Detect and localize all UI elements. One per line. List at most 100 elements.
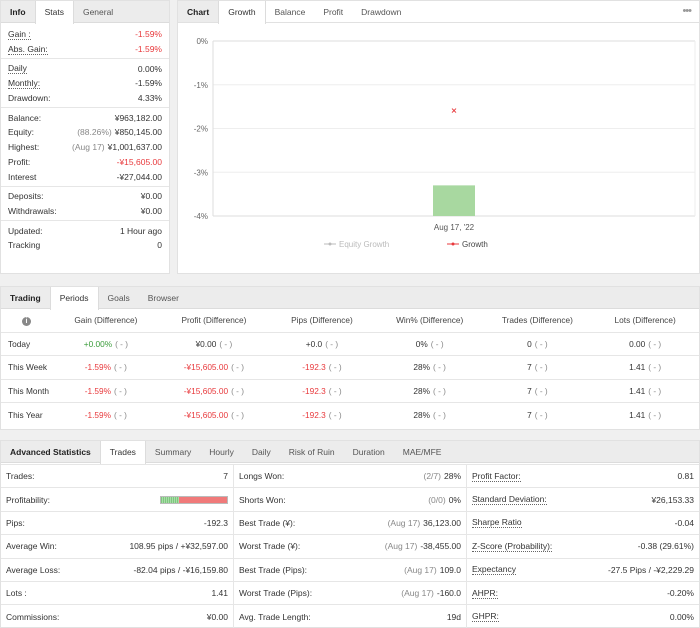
stat-sub: (Aug 17) [404,564,437,575]
stat-value-wrap: 0.81 [677,471,694,481]
periods-table: i Gain (Difference) Profit (Difference) Pip… [1,309,699,426]
info-label: Profit: [8,156,31,167]
stat-ghpr: GHPR: 0.00% [467,605,699,627]
info-value-wrap: -1.59% [135,78,162,88]
stat-value-wrap: (Aug 17) 36,123.00 [388,518,461,528]
stat-shorts-won: Shorts Won: (0/0) 0% [234,488,467,511]
info-value: ¥0.00 [140,191,162,202]
stat-label[interactable]: Expectancy [472,564,516,576]
stat-worst-trade: Worst Trade (¥): (Aug 17) -38,455.00 [234,535,467,558]
info-value-wrap: -1.59% [135,29,162,39]
info-value-wrap: ¥963,182.00 [115,113,162,123]
diff-value: ( - ) [433,409,446,420]
lots-value: 1.41 [629,362,646,373]
stats-row: Trades: 7 Longs Won: (2/7) 28% Profit Factor:… [1,464,699,488]
diff-value: ( - ) [433,362,446,373]
stat-label[interactable]: Standard Deviation: [472,494,547,506]
stat-z-score-probability: Z-Score (Probability): -0.38 (29.61%) [467,535,699,557]
advanced-stats-grid: Trades: 7 Longs Won: (2/7) 28% Profit Factor:… [1,464,699,628]
diff-value: ( - ) [433,385,446,396]
tab-goals[interactable]: Goals [107,293,130,303]
stat-value-wrap: ¥26,153.33 [651,495,694,505]
stat-standard-deviation: Standard Deviation: ¥26,153.33 [467,488,699,510]
info-row-abs-gain: Abs. Gain: -1.59% [1,42,169,57]
cell-pips: -192.3( - ) [268,378,376,403]
info-label[interactable]: Gain : [8,28,31,40]
info-label: Equity: [8,127,34,138]
table-row: This Week -1.59%( - ) -¥15,605.00( - ) -192… [1,355,699,379]
info-row-deposits: Deposits: ¥0.00 [1,189,169,204]
info-label[interactable]: Daily [8,63,27,75]
more-options-icon[interactable]: ••• [682,5,692,17]
tab-periods[interactable]: Periods [49,287,99,310]
tab-growth[interactable]: Growth [218,1,266,24]
info-icon[interactable]: i [22,316,31,326]
info-rows: Gain : -1.59% Abs. Gain: -1.59% Daily 0.00% Mo… [1,23,169,253]
tab-summary[interactable]: Summary [154,447,192,457]
tab-profit[interactable]: Profit [323,7,344,17]
stat-label[interactable]: GHPR: [472,611,499,623]
tab-general[interactable]: General [82,7,114,17]
profit-value: -¥15,605.00 [183,385,229,396]
pips-value: -192.3 [302,409,326,420]
tab-drawdown[interactable]: Drawdown [361,7,402,17]
stat-label: Pips: [6,517,25,528]
diff-value: ( - ) [231,362,244,373]
divider [1,220,169,222]
tab-stats[interactable]: Stats [34,1,74,24]
cell-profit: ¥0.00( - ) [159,331,269,356]
stat-value-wrap: 7 [223,471,228,481]
stat-value-wrap [160,495,228,505]
stat-label[interactable]: AHPR: [472,587,498,599]
diff-value: ( - ) [114,385,127,396]
stat-value: 7 [223,471,228,482]
legend-growth[interactable]: Growth [447,240,488,249]
diff-value: ( - ) [534,409,548,420]
info-label: Highest: [8,142,40,153]
info-row-monthly: Monthly: -1.59% [1,76,169,91]
stat-value-wrap: 0.00% [670,612,694,622]
profitability-bar [160,496,228,505]
period-label: This Week [1,355,52,379]
stat-value-wrap: 19d [447,612,461,622]
y-tick-label: -2% [194,125,208,134]
legend-equity-growth[interactable]: Equity Growth [324,240,389,249]
stat-value: -0.04 [674,517,694,528]
y-tick-label: -3% [194,168,208,177]
stat-worst-trade-pips: Worst Trade (Pips): (Aug 17) -160.0 [234,581,467,605]
stat-label[interactable]: Sharpe Ratio [472,517,522,529]
tab-browser[interactable]: Browser [147,293,179,303]
tab-duration[interactable]: Duration [352,447,385,457]
cell-win: 28%( - ) [375,378,484,403]
growth-point [451,108,457,113]
info-label[interactable]: Monthly: [8,77,41,89]
cell-profit: -¥15,605.00( - ) [159,402,269,426]
diff-value: ( - ) [328,362,342,373]
info-label[interactable]: Abs. Gain: [8,43,48,55]
tab-risk-of-ruin[interactable]: Risk of Ruin [288,447,335,457]
header-pips-difference: Pips (Difference) [291,315,353,326]
tab-daily[interactable]: Daily [251,447,271,457]
stat-sub: (Aug 17) [401,588,434,599]
stats-row: Pips: -192.3 Best Trade (¥): (Aug 17) 36,123… [1,510,699,535]
diff-value: ( - ) [648,385,662,396]
tab-mae-mfe[interactable]: MAE/MFE [402,447,442,457]
info-row-updated: Updated: 1 Hour ago [1,223,169,238]
stat-profit-factor: Profit Factor: 0.81 [467,465,699,487]
tab-hourly[interactable]: Hourly [209,447,234,457]
stat-best-trade: Best Trade (¥): (Aug 17) 36,123.00 [234,511,467,535]
tab-trades[interactable]: Trades [99,441,146,464]
stat-label[interactable]: Profit Factor: [472,470,521,482]
equity-growth-bar [433,185,475,216]
stat-label[interactable]: Z-Score (Probability): [472,540,553,552]
stat-sub: (0/0) [428,494,446,505]
cell-lots: 1.41( - ) [591,355,699,379]
growth-chart: 0% -1% -2% -3% -4% Aug 17, '22 Equity Growth Gr… [194,37,696,249]
cell-pips: +0.0( - ) [268,331,376,356]
info-label: Interest [8,171,37,182]
legend-label: Equity Growth [339,240,389,249]
cell-lots: 0.00( - ) [591,331,699,356]
cell-trades: 7( - ) [483,355,592,379]
info-row-tracking: Tracking 0 [1,238,169,253]
tab-balance[interactable]: Balance [274,7,306,17]
